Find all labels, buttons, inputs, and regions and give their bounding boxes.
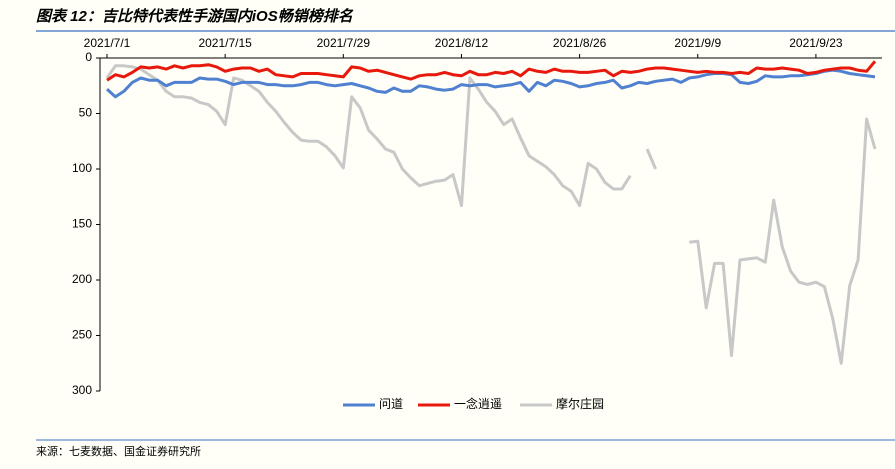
x-tick-label: 2021/7/1 (84, 36, 131, 50)
y-tick-label: 250 (72, 328, 92, 342)
series-line (105, 64, 877, 365)
x-tick-label: 2021/8/26 (553, 36, 607, 50)
chart-title: 图表 12：吉比特代表性手游国内iOS畅销榜排名 (36, 7, 354, 25)
legend-label: 摩尔庄园 (556, 396, 604, 411)
x-tick-label: 2021/9/9 (674, 36, 721, 50)
x-tick-label: 2021/7/15 (198, 36, 252, 50)
legend-label: 一念逍遥 (454, 396, 502, 411)
y-tick-label: 0 (85, 50, 92, 64)
source: 来源：七麦数据、国金证券研究所 (36, 444, 201, 458)
x-tick-label: 2021/9/23 (789, 36, 843, 50)
series-line (105, 68, 876, 99)
y-tick-label: 50 (79, 106, 93, 120)
y-tick-label: 200 (72, 272, 92, 286)
y-tick-label: 100 (72, 161, 92, 175)
x-tick-label: 2021/8/12 (435, 36, 489, 50)
legend-label: 问道 (379, 397, 403, 411)
x-tick-label: 2021/7/29 (317, 36, 371, 50)
y-tick-label: 150 (72, 217, 92, 231)
y-tick-label: 300 (72, 383, 92, 397)
series-line (106, 60, 877, 82)
